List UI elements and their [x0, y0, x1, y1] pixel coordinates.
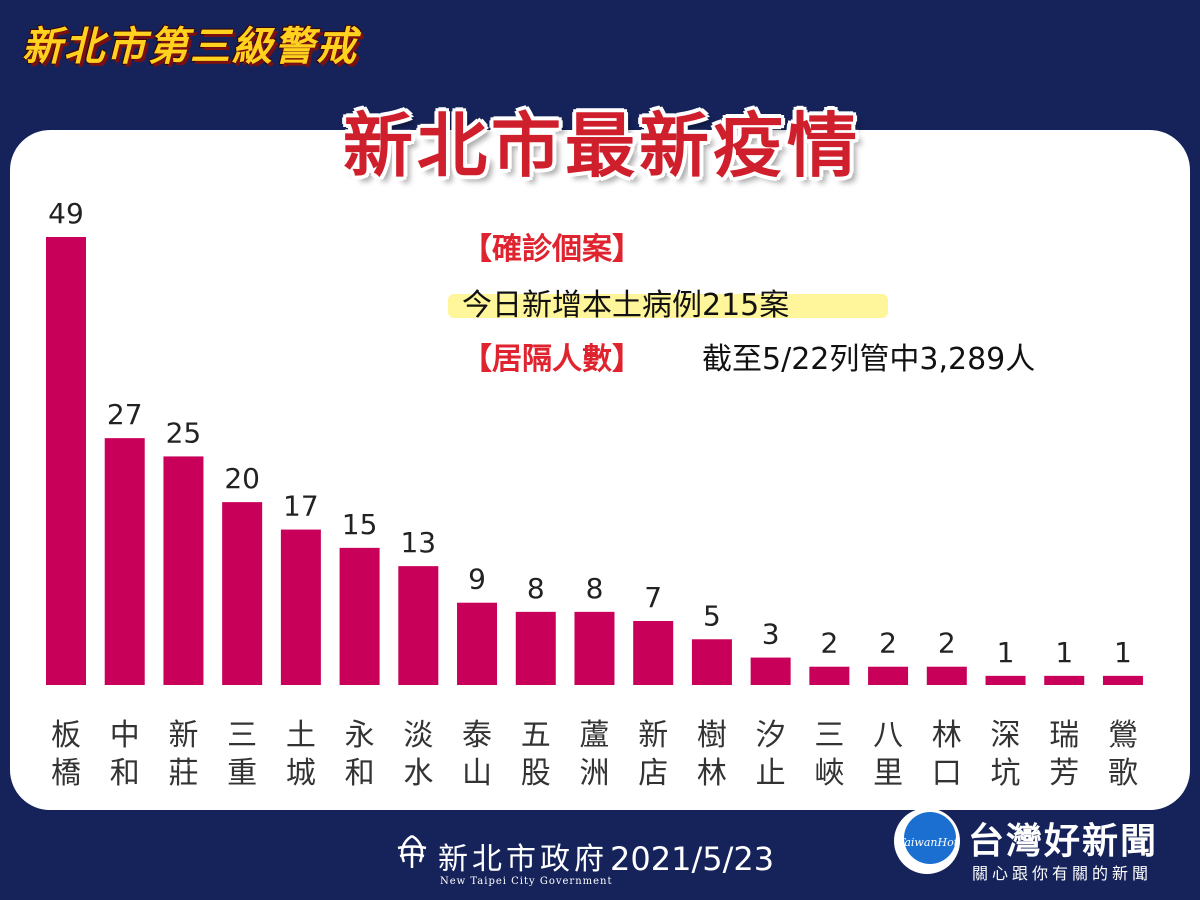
category-label-蘆洲: 蘆洲: [579, 718, 609, 791]
value-label-中和: 27: [107, 398, 143, 431]
value-label-鶯歌: 1: [1114, 636, 1132, 669]
bar-土城: [280, 529, 321, 685]
report-date: 2021/5/23: [610, 840, 775, 878]
new-taipei-city-emblem-icon: [397, 834, 427, 868]
category-label-中和: 中和: [110, 718, 140, 791]
category-label-五股: 五股: [521, 718, 551, 791]
value-label-土城: 17: [283, 490, 319, 523]
bar-三峽: [809, 666, 850, 685]
bar-永和: [339, 547, 380, 685]
category-label-深坑: 深坑: [991, 718, 1021, 791]
bar-樹林: [691, 639, 732, 685]
value-label-樹林: 5: [703, 599, 721, 632]
value-label-蘆洲: 8: [586, 572, 604, 605]
value-label-永和: 15: [342, 508, 378, 541]
bar-板橋: [46, 237, 86, 685]
bar-深坑: [985, 675, 1026, 685]
bar-中和: [104, 438, 145, 685]
bar-泰山: [457, 602, 498, 685]
category-label-八里: 八里: [873, 718, 903, 791]
bar-三重: [222, 502, 263, 685]
bar-新莊: [163, 456, 204, 685]
confirmed-cases-text: 今日新增本土病例215案: [462, 288, 790, 323]
value-label-新莊: 25: [166, 416, 202, 449]
category-label-板橋: 板橋: [51, 718, 81, 791]
value-label-深坑: 1: [997, 636, 1015, 669]
quarantine-text: 截至5/22列管中3,289人: [702, 342, 1036, 377]
category-label-鶯歌: 鶯歌: [1108, 718, 1138, 791]
value-label-淡水: 13: [400, 526, 436, 559]
news-outlet-name: 台灣好新聞: [968, 821, 1159, 862]
category-label-林口: 林口: [932, 718, 962, 791]
confirmed-cases-label: 【確診個案】: [462, 232, 642, 267]
value-label-五股: 8: [527, 572, 545, 605]
chart-card: [10, 130, 1190, 810]
gov-name-en: New Taipei City Government: [440, 876, 613, 887]
news-outlet-slogan: 關心跟你有關的新聞: [972, 864, 1153, 883]
bar-八里: [868, 666, 909, 685]
bar-淡水: [398, 566, 439, 685]
category-label-永和: 永和: [345, 718, 375, 791]
bar-蘆洲: [574, 611, 615, 685]
category-label-三峽: 三峽: [814, 718, 844, 791]
category-label-瑞芳: 瑞芳: [1049, 718, 1079, 791]
quarantine-label: 【居隔人數】: [462, 342, 642, 377]
value-label-八里: 2: [879, 627, 897, 660]
taiwanhot-logo-icon: TaiwanHot: [894, 808, 960, 874]
value-label-三重: 20: [224, 462, 260, 495]
category-label-新莊: 新莊: [168, 718, 198, 791]
bar-鶯歌: [1102, 675, 1143, 685]
value-label-瑞芳: 1: [1055, 636, 1073, 669]
category-label-土城: 土城: [286, 718, 316, 791]
value-label-新店: 7: [644, 581, 662, 614]
value-label-林口: 2: [938, 627, 956, 660]
value-label-汐止: 3: [762, 618, 780, 651]
value-label-泰山: 9: [468, 563, 486, 596]
main-title: 新北市最新疫情: [343, 104, 861, 187]
taiwanhot-logo-text: TaiwanHot: [898, 836, 959, 849]
category-label-汐止: 汐止: [756, 718, 786, 791]
category-label-新店: 新店: [638, 718, 668, 791]
category-label-三重: 三重: [227, 718, 257, 791]
alert-level-title: 新北市第三級警戒: [22, 24, 358, 70]
bar-新店: [633, 621, 674, 685]
bar-汐止: [750, 657, 791, 685]
text-highlight: [448, 294, 888, 318]
bar-林口: [926, 666, 967, 685]
category-label-淡水: 淡水: [403, 718, 433, 791]
value-label-板橋: 49: [48, 197, 84, 230]
gov-name: 新北市政府: [438, 842, 608, 877]
bar-瑞芳: [1044, 675, 1085, 685]
category-label-樹林: 樹林: [697, 718, 727, 791]
category-label-泰山: 泰山: [462, 718, 492, 791]
bar-五股: [515, 611, 556, 685]
value-label-三峽: 2: [820, 627, 838, 660]
